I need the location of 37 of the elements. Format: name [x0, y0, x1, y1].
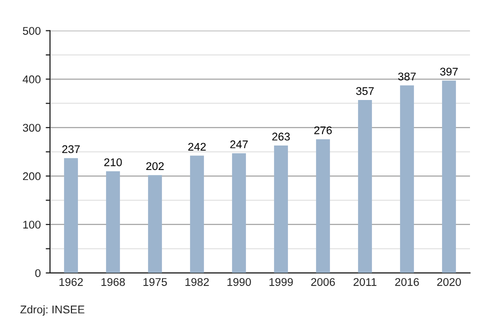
bar [190, 156, 204, 273]
data-label: 263 [272, 132, 290, 141]
x-tick-label: 2020 [437, 278, 461, 286]
x-tick-label: 2011 [354, 278, 376, 286]
y-tick-label: 300 [22, 124, 41, 132]
x-tick-label: 2016 [395, 278, 419, 286]
data-label: 387 [398, 72, 416, 80]
bar [64, 158, 78, 273]
bar [442, 80, 456, 273]
data-label: 397 [440, 68, 458, 76]
bar [148, 175, 162, 273]
bar [316, 139, 330, 273]
bar [274, 146, 288, 273]
y-tick-label: 500 [22, 26, 41, 35]
y-tick-label: 400 [22, 75, 41, 84]
data-label: 202 [146, 162, 164, 170]
x-tick-label: 1982 [185, 278, 209, 286]
bar [106, 171, 120, 273]
data-label: 242 [188, 142, 206, 151]
y-tick-label: 0 [35, 269, 41, 278]
x-tick-label: 2006 [311, 278, 335, 286]
data-label: 357 [356, 87, 374, 95]
data-label: 276 [314, 126, 332, 134]
bar [358, 100, 372, 273]
y-tick-label: 200 [22, 172, 41, 180]
y-tick-label: 100 [23, 220, 41, 229]
x-tick-label: 1962 [59, 278, 83, 286]
bar [232, 153, 246, 273]
x-tick-label: 1990 [227, 278, 251, 286]
data-label: 237 [62, 145, 80, 154]
x-tick-label: 1975 [143, 278, 167, 286]
x-tick-label: 1999 [269, 278, 293, 286]
data-label: 247 [230, 140, 248, 148]
x-tick-label: 1968 [101, 278, 125, 286]
text: Zdroj: INSEE [20, 305, 84, 316]
bar [400, 85, 414, 273]
data-label: 210 [104, 158, 122, 166]
